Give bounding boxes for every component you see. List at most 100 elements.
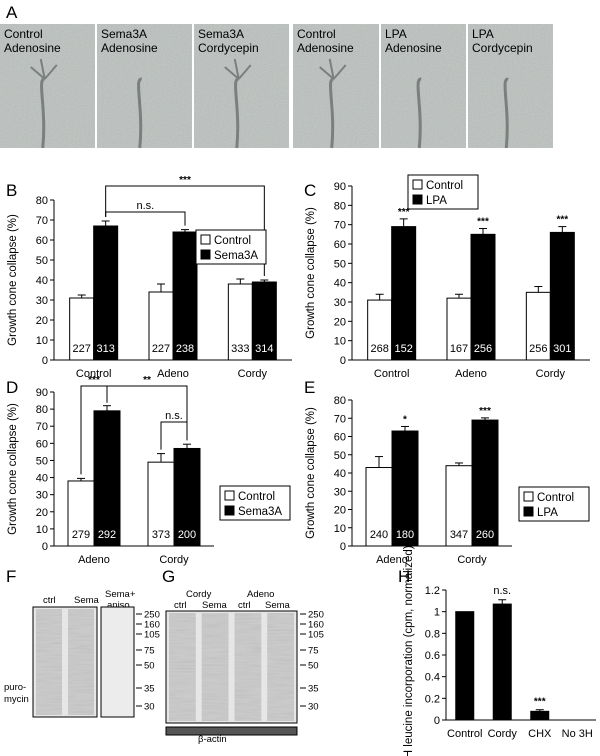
n-label: 260 xyxy=(476,529,494,541)
legend-swatch xyxy=(200,249,211,260)
neurite xyxy=(234,77,240,149)
y-tick-label: 30 xyxy=(36,295,48,307)
chart-e: 0 10 20 30 40 50 60 70 80 Growth cone collapse (%… xyxy=(305,395,590,566)
n-label: 256 xyxy=(529,343,547,355)
lane-label: Sema xyxy=(265,600,291,611)
y-tick-label: 0.4 xyxy=(425,672,440,684)
legend-label: Control xyxy=(214,235,251,247)
x-tick-label: Adeno xyxy=(78,554,110,566)
bar xyxy=(455,611,475,721)
blot-lane xyxy=(267,613,294,721)
n-label: 313 xyxy=(96,343,114,355)
x-tick-label: CHX xyxy=(528,728,552,740)
panel-label-h: H xyxy=(398,567,410,586)
legend-swatch xyxy=(224,490,235,501)
y-tick-label: 10 xyxy=(36,335,48,347)
y-tick-label: 0.2 xyxy=(425,693,440,705)
x-tick-label: Cordy xyxy=(488,728,518,740)
blot-lane-shade xyxy=(201,613,229,721)
blot-lane-shade xyxy=(68,609,94,715)
y-axis-label: Growth cone collapse (%) xyxy=(7,214,19,346)
bar xyxy=(445,465,473,547)
x-tick-label: Adeno xyxy=(157,368,189,380)
lane-group-label: Adeno xyxy=(247,589,274,600)
significance-bracket xyxy=(105,211,186,226)
loading-control-band xyxy=(165,726,298,736)
significance-label: *** xyxy=(88,375,100,386)
bar xyxy=(549,231,575,361)
blot-label: puro- xyxy=(4,682,26,693)
mw-marker: 50 xyxy=(308,661,319,672)
panel-g-western-blot: Cordy Adeno ctrl Sema ctrl Sema β-actin … xyxy=(165,589,324,745)
lane-label: ctrl xyxy=(43,595,56,606)
n-label: 256 xyxy=(474,343,492,355)
bar xyxy=(173,447,201,547)
significance-label: n.s. xyxy=(136,200,154,212)
y-tick-label: 30 xyxy=(36,490,48,502)
n-label: 279 xyxy=(72,529,90,541)
bar xyxy=(446,297,472,361)
chart-b: 0 10 20 30 40 50 60 70 80 Growth cone collapse (%… xyxy=(7,175,292,380)
x-tick-label: Cordy xyxy=(457,554,487,566)
mw-marker: 160 xyxy=(144,620,160,631)
blot-lane xyxy=(169,613,196,721)
legend-label: LPA xyxy=(426,195,447,207)
n-label: 227 xyxy=(72,343,90,355)
panel-label-d: D xyxy=(6,378,18,397)
blot-lane-shade xyxy=(234,613,262,721)
micrograph-label: LPA xyxy=(472,27,494,41)
legend-label: Control xyxy=(238,491,275,503)
significance-label: n.s. xyxy=(493,585,511,597)
mw-marker: 250 xyxy=(144,610,160,621)
legend-label: Sema3A xyxy=(214,250,258,262)
bar xyxy=(391,226,417,361)
blot-lane xyxy=(68,609,94,715)
y-tick-label: 1.2 xyxy=(425,585,440,597)
mw-marker: 105 xyxy=(308,630,324,641)
bar xyxy=(93,225,119,361)
mw-marker: 105 xyxy=(144,630,160,641)
mw-marker: 250 xyxy=(308,610,324,621)
bar xyxy=(367,299,393,361)
significance-label: n.s. xyxy=(165,410,183,422)
bar xyxy=(147,461,175,547)
bar xyxy=(492,603,512,721)
legend-swatch xyxy=(412,194,423,205)
lane-label: Sema xyxy=(74,595,100,606)
n-label: 314 xyxy=(255,343,273,355)
y-tick-label: 10 xyxy=(334,336,346,348)
n-label: 152 xyxy=(394,343,412,355)
neurite xyxy=(40,77,46,149)
micrograph-texture xyxy=(0,24,95,148)
growth-cone xyxy=(319,58,347,80)
panel-f-western-blot: ctrl Sema Sema+ aniso puro- mycin 250160… xyxy=(4,589,160,718)
blot-lane xyxy=(234,613,262,721)
x-tick-label: Control xyxy=(374,368,409,380)
mw-marker: 50 xyxy=(144,661,155,672)
y-tick-label: 70 xyxy=(334,220,346,232)
n-label: 292 xyxy=(98,529,116,541)
y-tick-label: 70 xyxy=(36,215,48,227)
n-label: 373 xyxy=(152,529,170,541)
significance-label: *** xyxy=(477,217,489,228)
loading-control-label: β-actin xyxy=(198,734,227,745)
y-tick-label: 20 xyxy=(334,316,346,328)
significance-bracket xyxy=(80,385,108,475)
lane-group-label: Cordy xyxy=(186,589,212,600)
y-tick-label: 0.6 xyxy=(425,650,440,662)
significance-label: *** xyxy=(534,697,546,708)
micrograph-label: Cordycepin xyxy=(198,41,259,55)
y-axis-label: Growth cone collapse (%) xyxy=(305,207,317,339)
neurite xyxy=(416,77,422,149)
y-tick-label: 60 xyxy=(36,438,48,450)
significance-label: *** xyxy=(179,175,191,186)
panel-label-e: E xyxy=(304,378,315,397)
neurite xyxy=(329,77,335,149)
y-axis-label: 3H leucine incorporation (cpm, normalize… xyxy=(403,545,415,756)
micrograph-label: Adenosine xyxy=(101,41,158,55)
micrograph-label: Sema3A xyxy=(101,27,147,41)
blot-lane-shade xyxy=(267,613,294,721)
panel-label-a: A xyxy=(6,3,18,22)
bar xyxy=(227,283,253,361)
y-tick-label: 60 xyxy=(334,239,346,251)
